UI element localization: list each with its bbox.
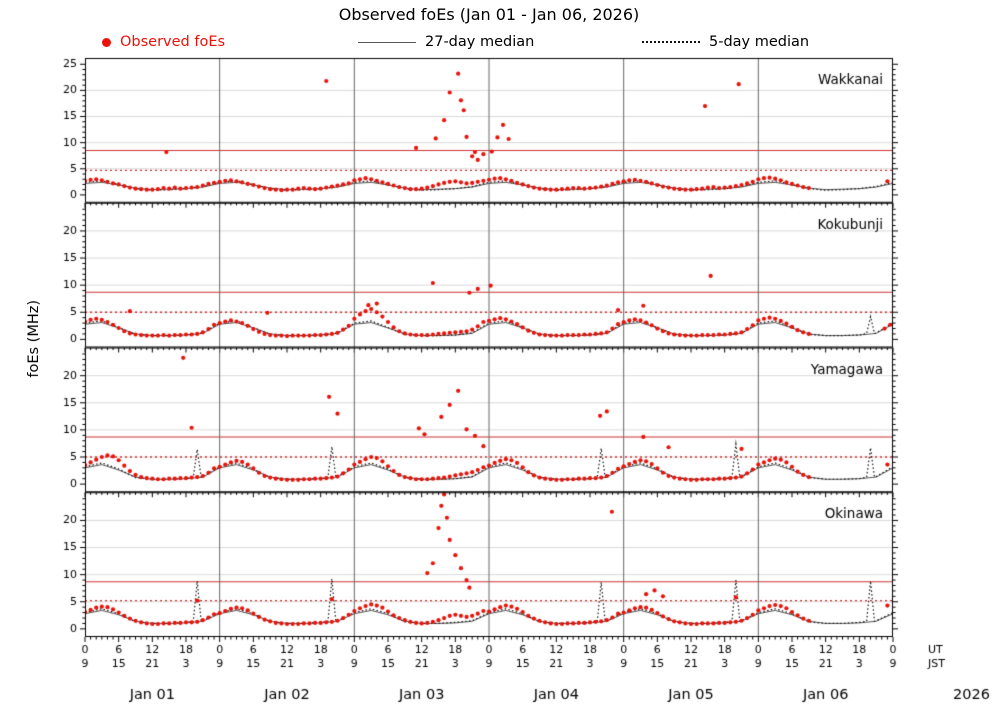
y-axis-title: foEs (MHz): [26, 300, 42, 378]
legend-item-median27: 27-day median: [358, 33, 534, 51]
observed-dot-swatch-icon: [102, 37, 111, 47]
median27-line-swatch-icon: [358, 41, 416, 43]
chart-title: Observed foEs (Jan 01 - Jan 06, 2026): [338, 5, 640, 24]
legend-label-median5: 5-day median: [709, 34, 810, 50]
legend-label-observed: Observed foEs: [120, 34, 226, 50]
legend-item-observed: Observed foEs: [102, 33, 225, 51]
median5-dotted-swatch-icon: [642, 41, 700, 43]
legend-item-median5: 5-day median: [642, 33, 809, 51]
legend-label-median27: 27-day median: [425, 34, 535, 50]
